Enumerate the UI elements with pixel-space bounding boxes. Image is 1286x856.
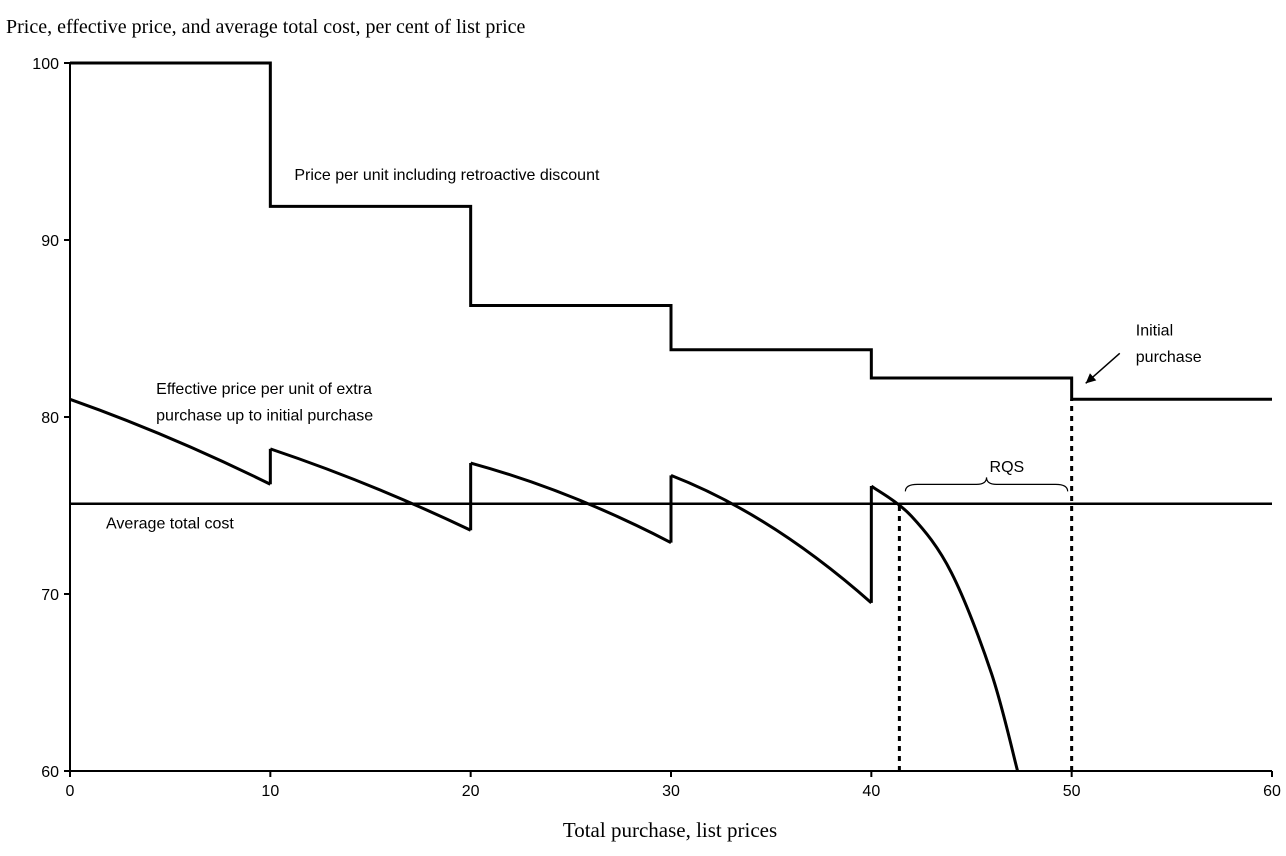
- annotation-label: purchase: [1136, 349, 1202, 366]
- x-tick-label: 20: [462, 783, 480, 800]
- annotation-label: Initial: [1136, 323, 1173, 340]
- x-tick-label: 10: [261, 783, 279, 800]
- arrow-head: [1085, 373, 1097, 384]
- annotation-label: Price per unit including retroactive dis…: [294, 167, 600, 184]
- x-tick-label: 0: [66, 783, 75, 800]
- effective-price-curve-segment: [670, 474, 873, 604]
- effective-price-curve-segment: [269, 447, 472, 532]
- rqs-brace: [904, 477, 1069, 492]
- effective-price-curve-segment: [870, 484, 1020, 772]
- x-axis-title: Total purchase, list prices: [562, 818, 778, 842]
- effective-price-curve-segment: [470, 461, 672, 545]
- effective-price-curve-segment: [69, 397, 271, 486]
- annotation-label: Average total cost: [106, 516, 234, 533]
- annotation-label: Effective price per unit of extra: [156, 381, 372, 398]
- y-tick-label: 60: [41, 764, 59, 781]
- price-step-line: [70, 61, 1272, 401]
- x-tick-label: 50: [1063, 783, 1081, 800]
- annotation-label: purchase up to initial purchase: [156, 408, 373, 425]
- y-tick-label: 90: [41, 233, 59, 250]
- annotation-label: RQS: [990, 459, 1025, 476]
- x-tick-label: 30: [662, 783, 680, 800]
- x-tick-label: 60: [1263, 783, 1281, 800]
- y-tick-label: 70: [41, 587, 59, 604]
- y-tick-label: 80: [41, 410, 59, 427]
- x-tick-label: 40: [862, 783, 880, 800]
- y-axis-title: Price, effective price, and average tota…: [6, 16, 526, 38]
- y-tick-label: 100: [32, 56, 59, 73]
